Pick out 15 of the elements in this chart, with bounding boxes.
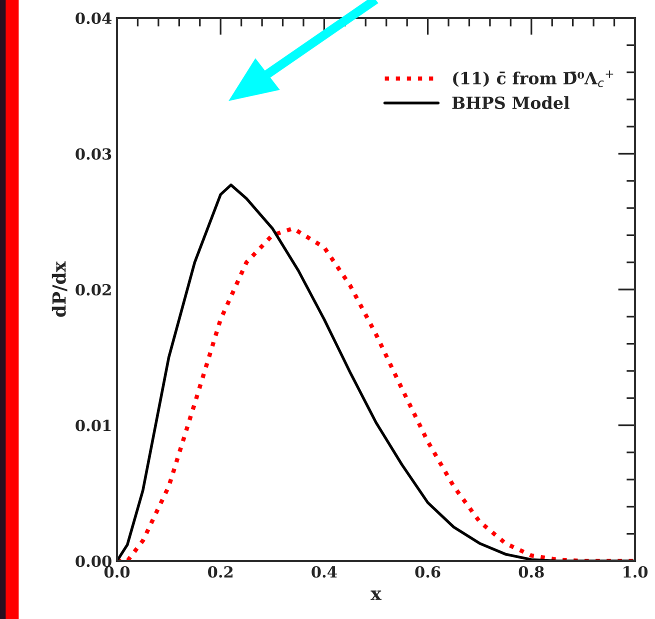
y-tick-label: 0.03 — [76, 148, 112, 160]
y-axis-title: dP/dx — [52, 261, 68, 317]
x-tick-label: 0.0 — [104, 566, 130, 578]
x-tick-label: 0.6 — [415, 566, 440, 578]
x-tick-label: 1.0 — [624, 566, 648, 578]
x-tick-label: 0.8 — [518, 566, 544, 578]
y-tick-label: 0.00 — [76, 555, 112, 568]
x-tick-label: 0.2 — [208, 566, 233, 578]
y-tick-label: 0.04 — [76, 12, 112, 24]
x-axis-title: x — [370, 590, 382, 600]
y-tick-label: 0.01 — [76, 420, 111, 432]
x-tick-label: 0.4 — [312, 566, 337, 578]
y-tick-label: 0.02 — [76, 284, 111, 296]
legend-label: (11) c̄ from D̄⁰Λ$_{c}$$^{+}$ — [453, 70, 614, 88]
legend-label: BHPS Model — [452, 96, 570, 110]
